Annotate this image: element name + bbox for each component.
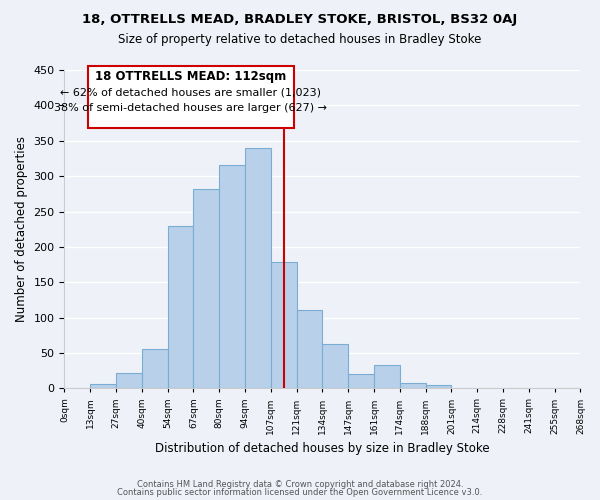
Text: 18 OTTRELLS MEAD: 112sqm: 18 OTTRELLS MEAD: 112sqm	[95, 70, 286, 83]
Bar	[374, 365, 400, 388]
Bar	[193, 189, 219, 388]
Text: ← 62% of detached houses are smaller (1,023): ← 62% of detached houses are smaller (1,…	[61, 87, 322, 97]
X-axis label: Distribution of detached houses by size in Bradley Stoke: Distribution of detached houses by size …	[155, 442, 490, 455]
Text: Size of property relative to detached houses in Bradley Stoke: Size of property relative to detached ho…	[118, 32, 482, 46]
Bar	[296, 310, 322, 388]
Bar	[116, 372, 142, 388]
Bar	[167, 226, 193, 388]
Bar	[271, 262, 296, 388]
Text: 38% of semi-detached houses are larger (627) →: 38% of semi-detached houses are larger (…	[55, 102, 328, 113]
Bar	[219, 165, 245, 388]
Bar	[322, 344, 348, 388]
FancyBboxPatch shape	[88, 66, 294, 128]
Text: 18, OTTRELLS MEAD, BRADLEY STOKE, BRISTOL, BS32 0AJ: 18, OTTRELLS MEAD, BRADLEY STOKE, BRISTO…	[82, 12, 518, 26]
Text: Contains public sector information licensed under the Open Government Licence v3: Contains public sector information licen…	[118, 488, 482, 497]
Bar	[142, 350, 167, 389]
Bar	[245, 148, 271, 388]
Text: Contains HM Land Registry data © Crown copyright and database right 2024.: Contains HM Land Registry data © Crown c…	[137, 480, 463, 489]
Bar	[400, 382, 425, 388]
Y-axis label: Number of detached properties: Number of detached properties	[15, 136, 28, 322]
Bar	[90, 384, 116, 388]
Bar	[425, 384, 451, 388]
Bar	[348, 374, 374, 388]
